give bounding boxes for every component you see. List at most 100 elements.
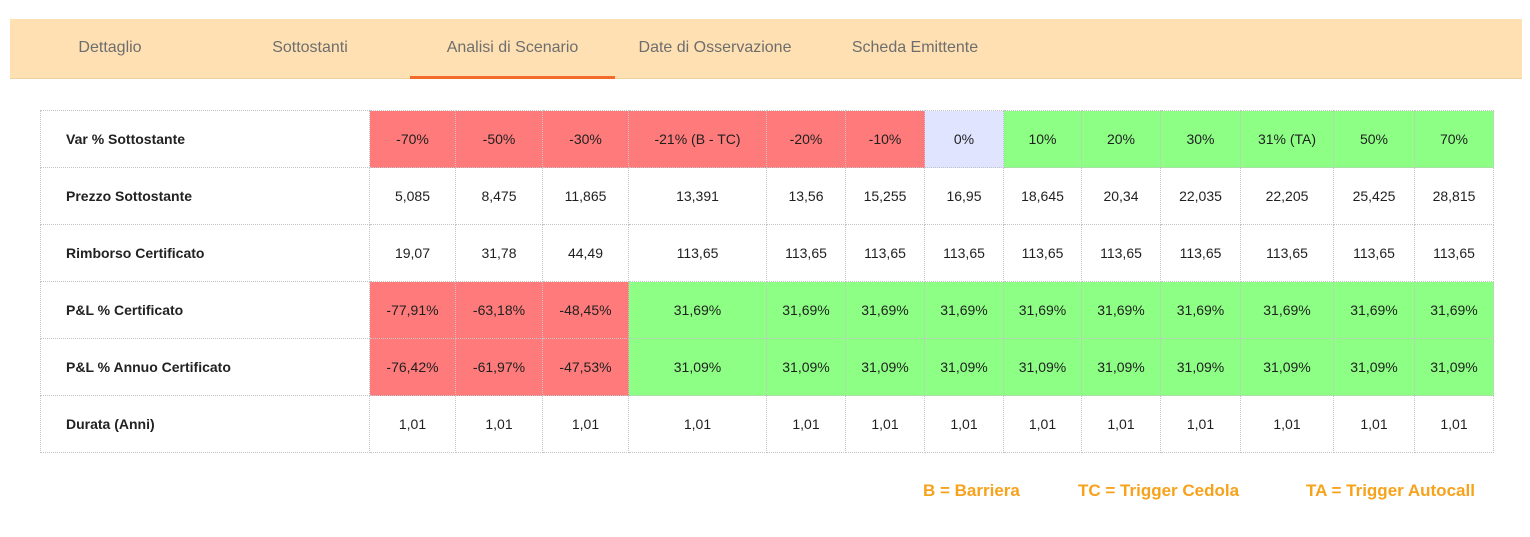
table-cell: 10% bbox=[1003, 110, 1082, 168]
table-cell: 16,95 bbox=[924, 167, 1004, 225]
table-cell: -30% bbox=[542, 110, 629, 168]
tab-label: Analisi di Scenario bbox=[446, 39, 579, 56]
table-cell: 31,09% bbox=[1333, 338, 1415, 396]
table-row-rimborso-certificato: Rimborso Certificato 19,07 31,78 44,49 113,6… bbox=[40, 224, 1494, 282]
table-cell: 113,65 bbox=[1414, 224, 1494, 282]
table-cell: 31,09% bbox=[766, 338, 846, 396]
table-cell: 31,09% bbox=[628, 338, 767, 396]
row-label: Rimborso Certificato bbox=[40, 224, 370, 282]
tab-bar: Dettaglio Sottostanti Analisi di Scenari… bbox=[10, 19, 1522, 79]
scenario-table: Var % Sottostante -70% -50% -30% -21% (B - T… bbox=[40, 110, 1494, 453]
table-cell: -20% bbox=[766, 110, 846, 168]
tab-dettaglio[interactable]: Dettaglio bbox=[10, 19, 210, 79]
table-cell: 31,69% bbox=[766, 281, 846, 339]
tab-label: Date di Osservazione bbox=[638, 39, 792, 56]
table-cell: 22,035 bbox=[1160, 167, 1241, 225]
table-cell: 15,255 bbox=[845, 167, 925, 225]
table-cell: 31,09% bbox=[1003, 338, 1082, 396]
table-cell: 31,69% bbox=[628, 281, 767, 339]
table-cell: 113,65 bbox=[1160, 224, 1241, 282]
table-cell: 113,65 bbox=[766, 224, 846, 282]
table-cell: 31,09% bbox=[845, 338, 925, 396]
table-cell: -50% bbox=[455, 110, 543, 168]
table-cell: 31,09% bbox=[1240, 338, 1334, 396]
table-cell: -77,91% bbox=[369, 281, 456, 339]
table-cell: 31,69% bbox=[924, 281, 1004, 339]
table-cell: 1,01 bbox=[628, 395, 767, 453]
table-row-prezzo-sottostante: Prezzo Sottostante 5,085 8,475 11,865 13,391… bbox=[40, 167, 1494, 225]
tab-label: Sottostanti bbox=[272, 39, 348, 56]
table-cell: -48,45% bbox=[542, 281, 629, 339]
table-cell: 1,01 bbox=[542, 395, 629, 453]
table-cell: -47,53% bbox=[542, 338, 629, 396]
row-label: P&L % Annuo Certificato bbox=[40, 338, 370, 396]
table-cell: 0% bbox=[924, 110, 1004, 168]
table-cell: 113,65 bbox=[1081, 224, 1161, 282]
legend-autocall-trigger: TA = Trigger Autocall bbox=[1306, 481, 1475, 500]
table-cell: 70% bbox=[1414, 110, 1494, 168]
table-cell: 1,01 bbox=[924, 395, 1004, 453]
tab-active-underline bbox=[410, 76, 615, 79]
table-cell: -70% bbox=[369, 110, 456, 168]
table-cell: 8,475 bbox=[455, 167, 543, 225]
table-cell: 1,01 bbox=[1414, 395, 1494, 453]
table-row-pl-annuo-certificato: P&L % Annuo Certificato -76,42% -61,97% -47… bbox=[40, 338, 1494, 396]
table-cell: 31,09% bbox=[924, 338, 1004, 396]
table-cell: 31,69% bbox=[1240, 281, 1334, 339]
table-cell: 31,69% bbox=[1003, 281, 1082, 339]
table-row-var-sottostante: Var % Sottostante -70% -50% -30% -21% (B - T… bbox=[40, 110, 1494, 168]
table-cell: 31,69% bbox=[1081, 281, 1161, 339]
table-cell: 1,01 bbox=[1240, 395, 1334, 453]
table-cell: 11,865 bbox=[542, 167, 629, 225]
table-cell: 5,085 bbox=[369, 167, 456, 225]
table-cell: 50% bbox=[1333, 110, 1415, 168]
table-cell: 31,78 bbox=[455, 224, 543, 282]
tab-scheda-emittente[interactable]: Scheda Emittente bbox=[815, 19, 1015, 79]
tab-date-di-osservazione[interactable]: Date di Osservazione bbox=[615, 19, 815, 79]
table-cell: -61,97% bbox=[455, 338, 543, 396]
table-cell: 1,01 bbox=[1333, 395, 1415, 453]
tab-analisi-di-scenario[interactable]: Analisi di Scenario bbox=[410, 19, 615, 79]
tab-label: Dettaglio bbox=[78, 39, 142, 56]
table-cell: 113,65 bbox=[1003, 224, 1082, 282]
table-cell: 13,56 bbox=[766, 167, 846, 225]
legend-barrier: B = Barriera bbox=[923, 481, 1020, 500]
table-cell: 113,65 bbox=[924, 224, 1004, 282]
table-cell: 30% bbox=[1160, 110, 1241, 168]
table-cell: -76,42% bbox=[369, 338, 456, 396]
row-label: Prezzo Sottostante bbox=[40, 167, 370, 225]
table-cell: 31,69% bbox=[1414, 281, 1494, 339]
table-cell: 31,09% bbox=[1414, 338, 1494, 396]
table-cell: 1,01 bbox=[845, 395, 925, 453]
legend-coupon-trigger: TC = Trigger Cedola bbox=[1078, 481, 1240, 500]
row-label: P&L % Certificato bbox=[40, 281, 370, 339]
table-cell: -21% (B - TC) bbox=[628, 110, 767, 168]
table-cell: 20,34 bbox=[1081, 167, 1161, 225]
table-cell: 1,01 bbox=[369, 395, 456, 453]
tab-label: Scheda Emittente bbox=[851, 39, 979, 56]
table-row-pl-certificato: P&L % Certificato -77,91% -63,18% -48,45% 31… bbox=[40, 281, 1494, 339]
table-cell: 1,01 bbox=[455, 395, 543, 453]
table-cell: 31% (TA) bbox=[1240, 110, 1334, 168]
table-cell: 31,09% bbox=[1160, 338, 1241, 396]
table-row-durata-anni: Durata (Anni) 1,01 1,01 1,01 1,01 1,01 1,01 1,0… bbox=[40, 395, 1494, 453]
table-cell: -63,18% bbox=[455, 281, 543, 339]
table-cell: 31,69% bbox=[1160, 281, 1241, 339]
tab-sottostanti[interactable]: Sottostanti bbox=[210, 19, 410, 79]
table-cell: 31,09% bbox=[1081, 338, 1161, 396]
table-cell: 113,65 bbox=[845, 224, 925, 282]
table-cell: 1,01 bbox=[1003, 395, 1082, 453]
table-cell: 44,49 bbox=[542, 224, 629, 282]
table-cell: 18,645 bbox=[1003, 167, 1082, 225]
table-cell: 1,01 bbox=[766, 395, 846, 453]
table-cell: 25,425 bbox=[1333, 167, 1415, 225]
table-cell: 20% bbox=[1081, 110, 1161, 168]
table-cell: 113,65 bbox=[628, 224, 767, 282]
table-cell: 113,65 bbox=[1240, 224, 1334, 282]
table-cell: 1,01 bbox=[1160, 395, 1241, 453]
table-cell: 19,07 bbox=[369, 224, 456, 282]
table-cell: 28,815 bbox=[1414, 167, 1494, 225]
table-cell: 1,01 bbox=[1081, 395, 1161, 453]
row-label: Var % Sottostante bbox=[40, 110, 370, 168]
table-cell: -10% bbox=[845, 110, 925, 168]
